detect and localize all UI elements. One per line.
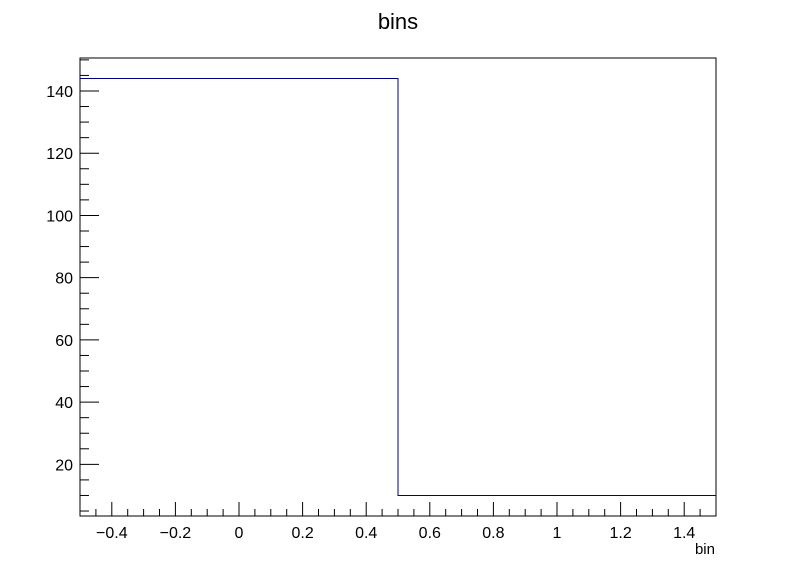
y-tick-label: 140 — [46, 84, 73, 101]
x-tick-label: 0.8 — [482, 525, 504, 542]
histogram-series-line — [80, 78, 716, 496]
x-tick-label: 0.6 — [419, 525, 441, 542]
y-tick-label: 20 — [55, 457, 73, 474]
y-tick-label: 80 — [55, 271, 73, 288]
y-tick-label: 60 — [55, 333, 73, 350]
x-axis-ticks — [79, 502, 717, 516]
x-tick-label: 0.4 — [355, 525, 377, 542]
chart-title: bins — [378, 9, 418, 34]
x-axis-tick-labels: −0.4 −0.2 0 0.2 0.4 0.6 0.8 1 1.2 1.4 — [96, 525, 695, 542]
x-tick-label: 1.4 — [673, 525, 695, 542]
y-axis-ticks — [80, 59, 99, 512]
x-axis-label: bin — [695, 541, 715, 558]
x-tick-label: 1 — [553, 525, 562, 542]
y-tick-label: 40 — [55, 395, 73, 412]
x-tick-label: −0.2 — [160, 525, 192, 542]
y-tick-label: 100 — [46, 208, 73, 225]
y-tick-label: 120 — [46, 146, 73, 163]
x-tick-label: 0.2 — [291, 525, 313, 542]
x-tick-label: 0 — [235, 525, 244, 542]
x-tick-label: −0.4 — [96, 525, 128, 542]
y-axis-tick-labels: 20 40 60 80 100 120 140 — [46, 84, 73, 474]
x-tick-label: 1.2 — [609, 525, 631, 542]
